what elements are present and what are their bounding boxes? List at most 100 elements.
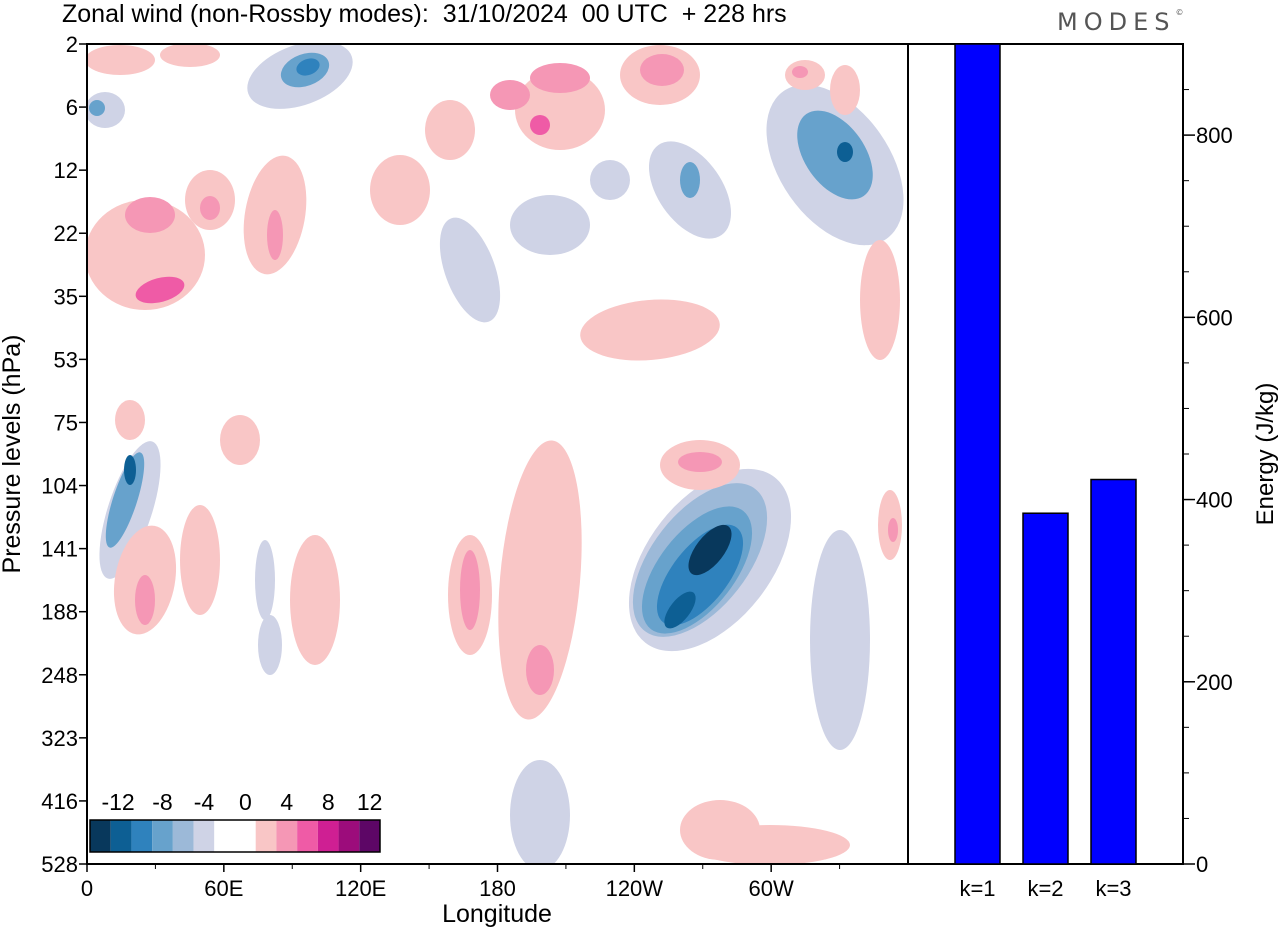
- wind-anomaly-blob: [688, 524, 732, 576]
- wind-anomaly-blob: [590, 160, 630, 200]
- colorbar-swatch: [131, 820, 153, 852]
- x-tick-label: 60W: [749, 876, 794, 901]
- x-tick-label: 0: [81, 876, 93, 901]
- energy-bar: [1090, 478, 1137, 865]
- wind-anomaly-blob: [664, 591, 696, 629]
- energy-bar: [954, 43, 1001, 865]
- wind-anomaly-blob: [510, 760, 570, 864]
- wind-anomaly-blob: [498, 440, 582, 720]
- colorbar-label: -12: [101, 789, 134, 815]
- bar-category-label: k=1: [959, 876, 995, 901]
- y-tick-label: 104: [41, 474, 78, 499]
- logo-text: MODES: [1057, 8, 1176, 36]
- wind-anomaly-blob: [680, 800, 760, 860]
- energy-axis: 0 200 400 600 800: [1183, 89, 1233, 877]
- colorbar-swatch: [235, 820, 256, 852]
- y-axis-label: Pressure levels (hPa): [0, 335, 26, 574]
- wind-anomaly-blob: [267, 210, 283, 260]
- wind-anomaly-blob: [135, 276, 185, 304]
- wind-anomaly-blob: [792, 66, 808, 78]
- wind-anomaly-blob: [296, 58, 320, 76]
- energy-tick-label: 200: [1196, 670, 1233, 695]
- wind-anomaly-blob: [125, 197, 175, 233]
- wind-anomaly-blob: [124, 455, 136, 485]
- energy-tick-label: 800: [1196, 123, 1233, 148]
- colorbar-swatch: [172, 820, 194, 852]
- y-tick-label: 35: [54, 284, 78, 309]
- wind-anomaly-blob: [860, 240, 900, 360]
- energy-bars: k=1 k=2 k=3: [954, 43, 1137, 901]
- wind-anomaly-blob: [258, 615, 282, 675]
- colorbar-swatch: [152, 820, 173, 852]
- energy-tick-label: 0: [1196, 852, 1208, 877]
- wind-anomaly-blob: [830, 65, 860, 115]
- y-tick-label: 323: [41, 726, 78, 751]
- y-tick-label: 22: [54, 221, 78, 246]
- colorbar-frame: [89, 819, 381, 853]
- x-tick-label: 180: [479, 876, 516, 901]
- wind-anomaly-blob: [200, 196, 220, 220]
- wind-anomaly-blob: [425, 100, 475, 160]
- colorbar-swatch: [297, 820, 318, 852]
- y-tick-label: 416: [41, 789, 78, 814]
- y-tick-label: 188: [41, 600, 78, 625]
- colorbar-swatch: [255, 820, 277, 852]
- chart-title: Zonal wind (non-Rossby modes): 31/10/202…: [62, 0, 787, 28]
- x-tick-label: 120W: [606, 876, 664, 901]
- x-tick-label: 60E: [204, 876, 243, 901]
- colorbar-swatch: [214, 820, 235, 852]
- wind-anomaly-blob: [888, 518, 898, 542]
- colorbar-label: -4: [194, 789, 215, 815]
- wind-anomaly-blob: [135, 575, 155, 625]
- wind-anomaly-blob: [530, 63, 590, 93]
- colorbar-label: 4: [280, 789, 293, 815]
- wind-anomaly-blob: [255, 540, 275, 620]
- colorbar-swatch: [90, 820, 111, 852]
- zonal-wind-heatmap: [87, 44, 904, 864]
- wind-anomaly-blob: [510, 195, 590, 255]
- wind-anomaly-blob: [87, 45, 155, 75]
- wind-anomaly-blob: [490, 80, 530, 110]
- wind-anomaly-blob: [580, 299, 720, 361]
- wind-anomaly-blob: [290, 535, 340, 665]
- wind-anomaly-blob: [115, 400, 145, 440]
- colorbar-label: 8: [322, 789, 335, 815]
- energy-axis-label: Energy (J/kg): [1252, 383, 1279, 526]
- energy-bar: [1022, 512, 1069, 865]
- colorbar-swatch: [317, 820, 339, 852]
- wind-anomaly-blob: [797, 110, 873, 200]
- y-tick-label: 248: [41, 663, 78, 688]
- bar-category-label: k=3: [1095, 876, 1131, 901]
- logo-mark: ©: [1175, 8, 1184, 17]
- wind-anomaly-blob: [220, 415, 260, 465]
- colorbar-label: -8: [152, 789, 172, 815]
- y-tick-label: 2: [66, 32, 78, 57]
- y-tick-label: 12: [54, 158, 78, 183]
- energy-tick-label: 400: [1196, 488, 1233, 513]
- wind-anomaly-blob: [89, 100, 105, 116]
- wind-anomaly-blob: [530, 115, 550, 135]
- wind-anomaly-blob: [640, 54, 684, 86]
- wind-anomaly-blob: [160, 44, 220, 67]
- y-tick-label: 6: [66, 95, 78, 120]
- wind-anomaly-blob: [837, 142, 853, 162]
- wind-anomaly-blob: [680, 162, 700, 198]
- colorbar-swatch: [110, 820, 132, 852]
- modes-logo: MODES©: [1057, 8, 1183, 36]
- wind-anomaly-blob: [460, 550, 480, 630]
- colorbar-label: 0: [239, 789, 252, 815]
- colorbar-swatch: [338, 820, 360, 852]
- y-tick-label: 53: [54, 347, 78, 372]
- wind-anomaly-blob: [439, 217, 501, 323]
- wind-anomaly-blob: [180, 505, 220, 615]
- colorbar: -12 -8 -4 0 4 8 12: [89, 789, 383, 853]
- colorbar-label: 12: [357, 789, 383, 815]
- wind-anomaly-blob: [678, 452, 722, 472]
- y-tick-label: 528: [41, 852, 78, 877]
- y-tick-label: 141: [41, 537, 78, 562]
- colorbar-swatch: [276, 820, 298, 852]
- wind-anomaly-blob: [370, 155, 430, 225]
- wind-anomaly-blob: [526, 645, 554, 695]
- bar-category-label: k=2: [1027, 876, 1063, 901]
